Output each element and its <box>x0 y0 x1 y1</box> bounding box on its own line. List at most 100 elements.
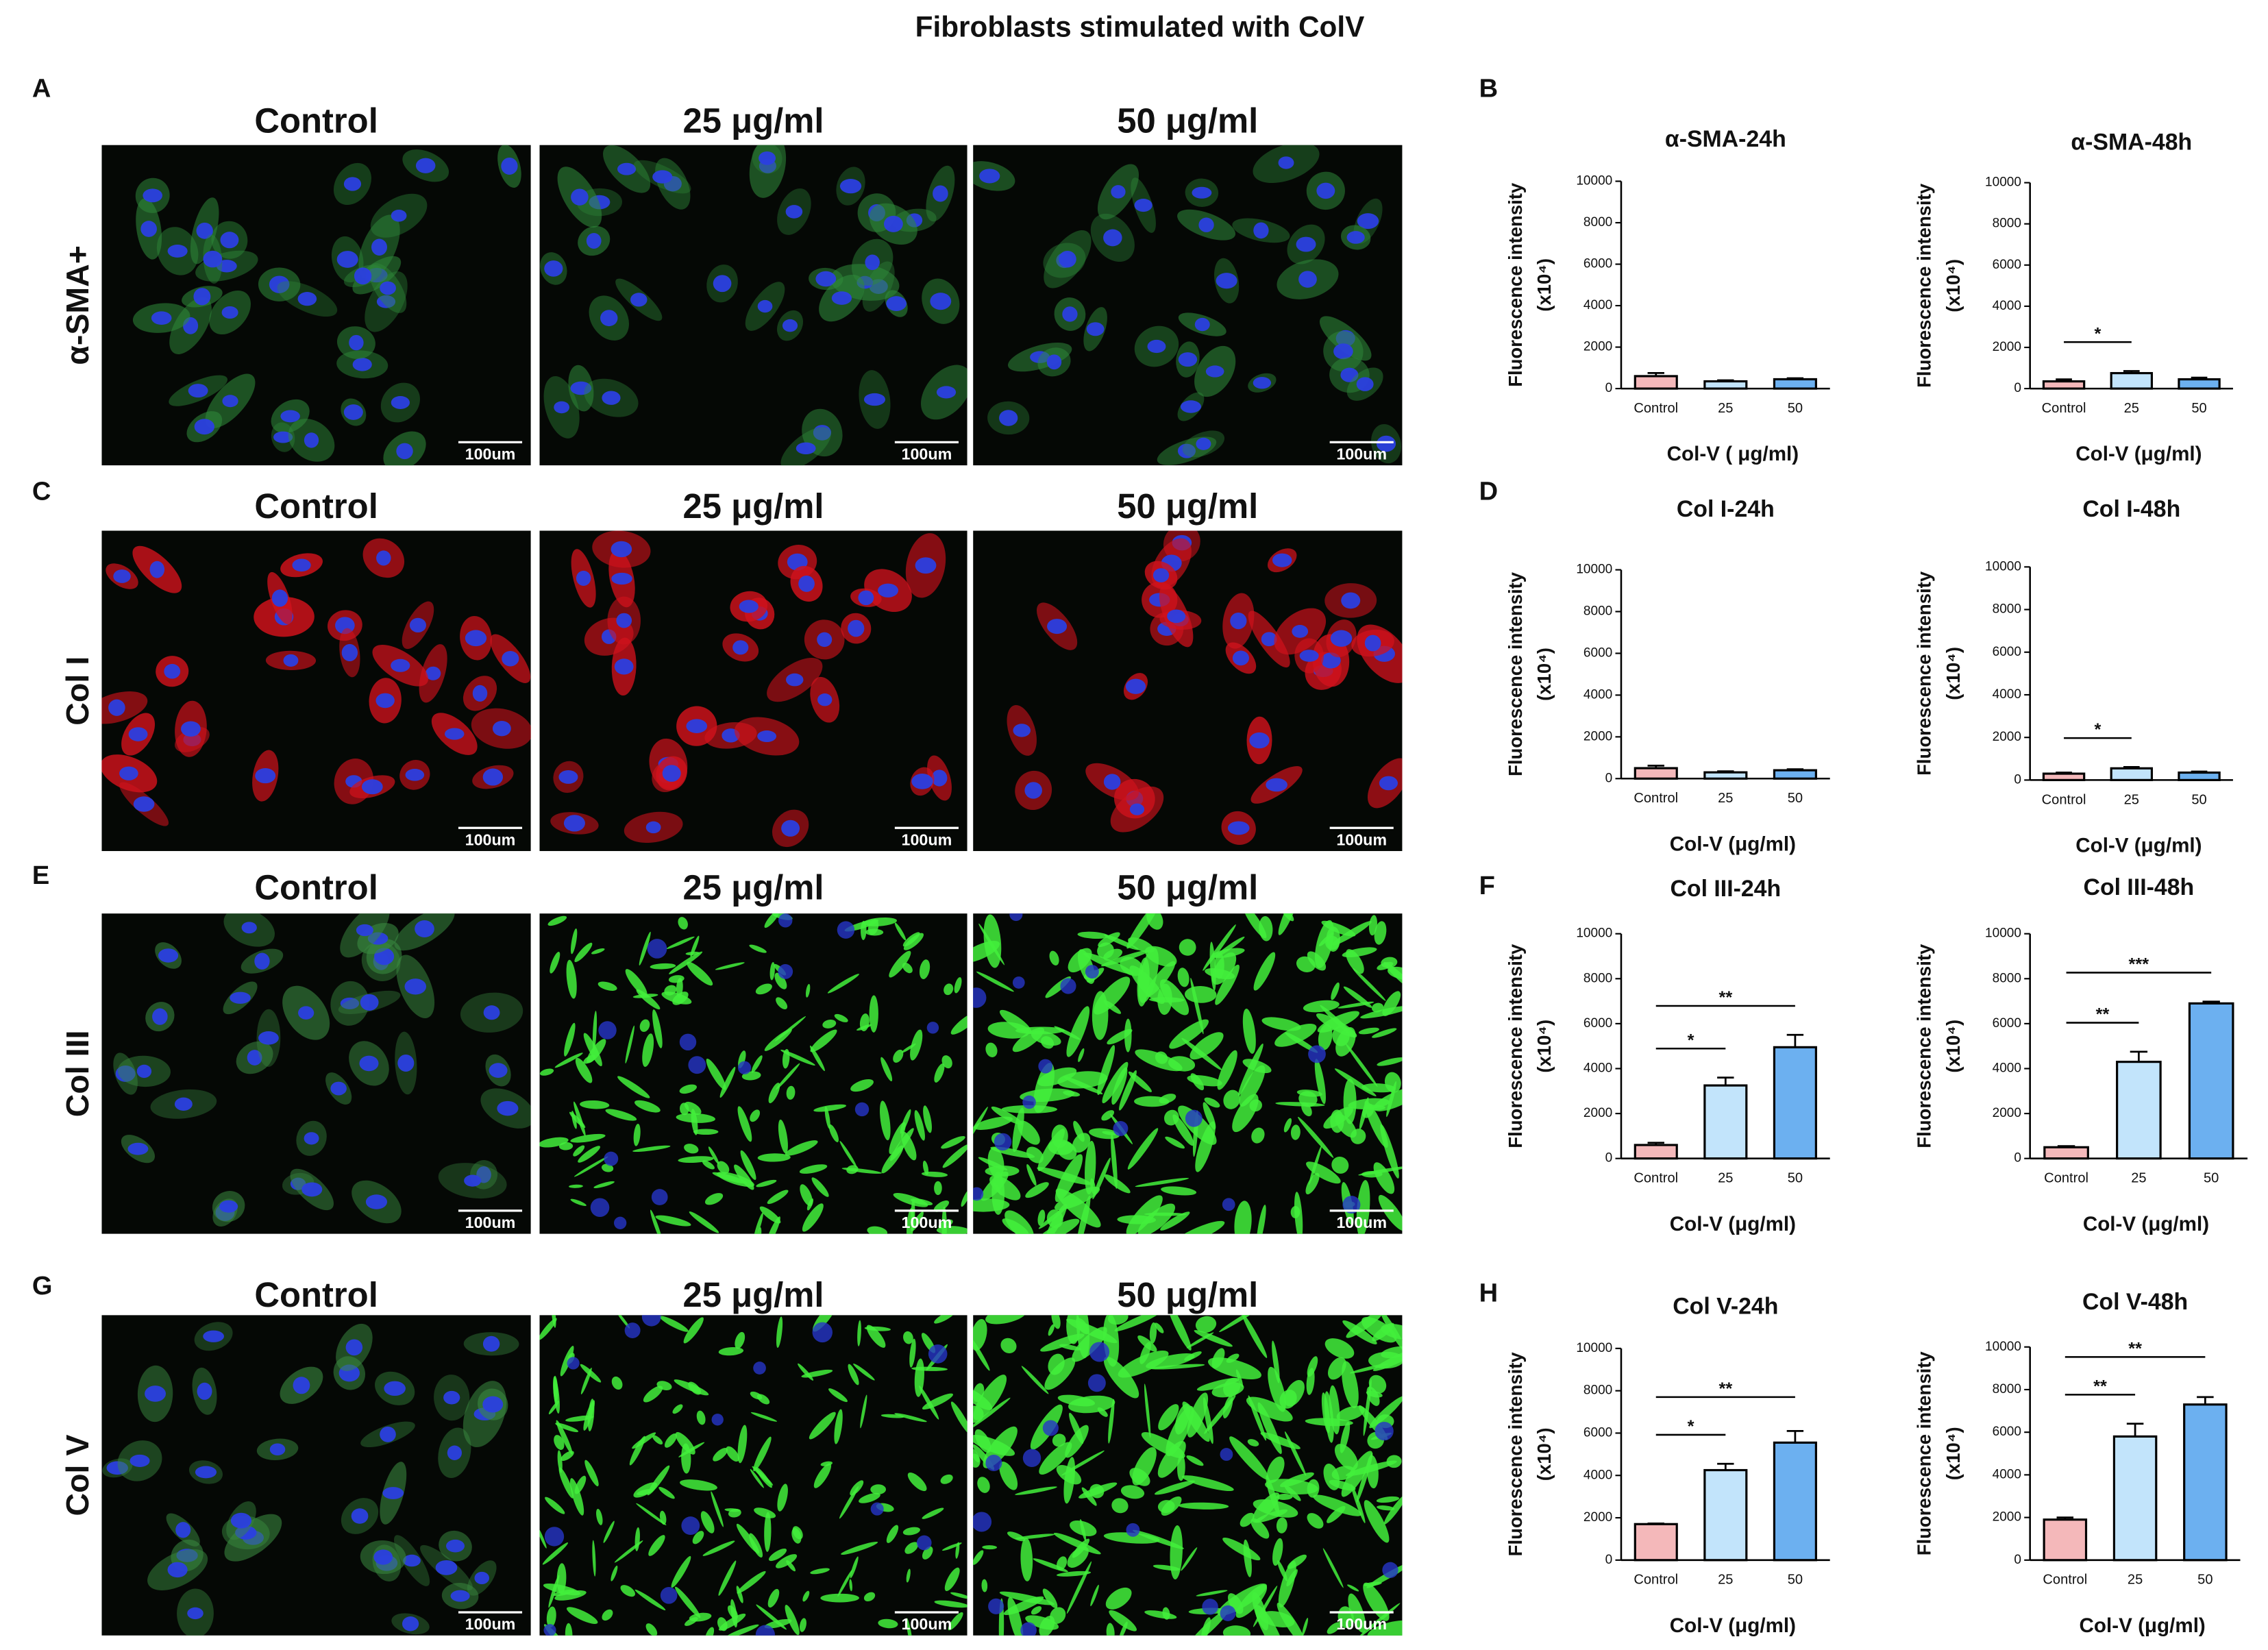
fiber <box>1195 1316 1217 1333</box>
fiber <box>1068 1395 1115 1414</box>
fiber <box>1335 1113 1357 1138</box>
fiber <box>751 1055 763 1073</box>
fiber <box>1078 1048 1085 1062</box>
fiber <box>1283 1118 1292 1133</box>
bar <box>1773 378 1817 390</box>
x-tick-label: 25 <box>1718 1171 1733 1186</box>
fiber <box>1157 1500 1175 1513</box>
y-tick-label: 10000 <box>1576 174 1612 188</box>
fiber <box>1128 1071 1152 1092</box>
nucleus <box>973 1187 984 1201</box>
fiber <box>704 1193 724 1205</box>
x-tick-label: Control <box>1634 1171 1678 1186</box>
x-tick-label: 50 <box>1788 1573 1803 1588</box>
nucleus <box>151 311 172 325</box>
y-tick-label: 6000 <box>1583 257 1612 271</box>
nucleus <box>759 151 776 165</box>
fiber <box>1181 1547 1198 1571</box>
fiber <box>1324 1338 1355 1359</box>
panel-letter: F <box>1479 872 1495 900</box>
fiber <box>661 992 692 1005</box>
fiber <box>692 1531 704 1544</box>
fiber <box>809 1412 836 1440</box>
fiber <box>1039 1442 1072 1475</box>
fiber <box>1340 1421 1351 1453</box>
fiber <box>650 1209 663 1234</box>
micrograph <box>973 913 1403 1234</box>
fiber <box>811 1177 829 1197</box>
nucleus <box>351 1508 369 1524</box>
fiber <box>1253 952 1276 991</box>
nucleus <box>415 920 434 938</box>
y-tick-label: 6000 <box>1583 645 1612 660</box>
fiber <box>907 1207 914 1234</box>
x-tick-label: 25 <box>2131 1171 2146 1186</box>
fiber <box>1290 1124 1301 1140</box>
nucleus <box>1220 1448 1233 1461</box>
fiber <box>633 1123 641 1146</box>
fiber <box>1287 1554 1307 1569</box>
nucleus <box>1202 1599 1218 1615</box>
fiber <box>659 1510 667 1525</box>
fiber <box>1072 1327 1107 1362</box>
nucleus <box>1198 217 1214 232</box>
fiber <box>1003 1596 1044 1616</box>
fiber <box>914 1110 925 1141</box>
nucleus <box>1085 965 1099 979</box>
significance-label: * <box>2094 324 2101 343</box>
nucleus <box>598 1021 617 1039</box>
nucleus <box>397 1054 415 1072</box>
nucleus <box>1340 367 1359 382</box>
nucleus <box>1308 1045 1326 1063</box>
nucleus <box>1375 1421 1394 1441</box>
fiber <box>921 1171 948 1177</box>
x-tick-label: 50 <box>2191 401 2206 416</box>
fiber <box>713 1448 728 1462</box>
fiber <box>639 1019 650 1032</box>
fiber <box>880 1414 904 1418</box>
nucleus <box>474 1571 490 1585</box>
column-header: Control <box>254 1275 378 1314</box>
nucleus <box>280 410 300 423</box>
fiber <box>934 1315 956 1324</box>
nucleus <box>1012 976 1025 989</box>
fiber <box>813 1104 847 1112</box>
fiber <box>593 1181 615 1189</box>
nucleus <box>543 1624 556 1636</box>
fiber <box>805 983 811 998</box>
fiber <box>886 1525 899 1543</box>
column-header: 25 μg/ml <box>683 868 824 907</box>
nucleus <box>1292 625 1309 638</box>
y-tick-label: 0 <box>2014 381 2021 395</box>
fiber <box>1336 1405 1365 1421</box>
fiber <box>636 1503 667 1526</box>
fiber <box>1012 1107 1024 1153</box>
error-bar <box>2056 1516 2074 1520</box>
fiber <box>848 1364 859 1386</box>
significance-label: ** <box>2128 1340 2142 1359</box>
y-tick-label: 4000 <box>1583 1468 1612 1482</box>
nucleus <box>817 632 833 648</box>
nucleus <box>878 583 899 598</box>
nucleus <box>391 209 407 222</box>
fiber <box>542 1542 569 1565</box>
y-tick-label: 8000 <box>1993 1382 2021 1396</box>
micrograph <box>539 1315 967 1636</box>
fiber <box>933 1200 950 1212</box>
nucleus <box>181 721 201 737</box>
nucleus <box>651 1189 668 1205</box>
fiber <box>583 1400 595 1431</box>
fiber <box>1158 1404 1179 1431</box>
fiber <box>605 1109 637 1121</box>
fiber <box>650 963 676 970</box>
x-tick-label: Control <box>1634 791 1678 806</box>
fiber <box>1026 1146 1044 1163</box>
fiber <box>1055 1188 1101 1228</box>
panel-letter: G <box>32 1272 53 1301</box>
fiber <box>1111 1498 1129 1514</box>
fiber <box>684 1144 699 1154</box>
fiber <box>672 1404 683 1414</box>
x-tick-label: Control <box>1634 1573 1678 1588</box>
fiber <box>923 1105 932 1133</box>
nucleus <box>647 939 667 959</box>
